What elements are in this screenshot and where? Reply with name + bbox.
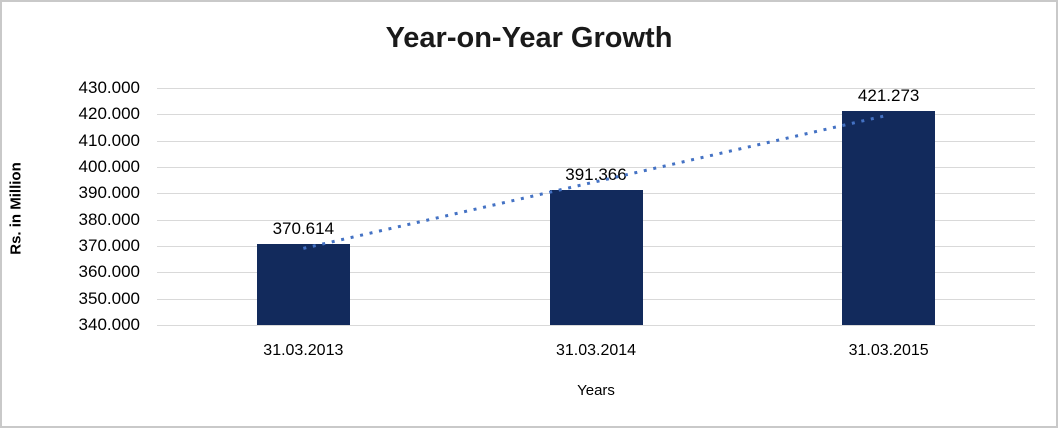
bar-value-label: 391.366 xyxy=(565,164,627,184)
y-tick-label: 420.000 xyxy=(78,104,140,124)
y-tick-label: 340.000 xyxy=(78,315,140,334)
x-tick-label: 31.03.2015 xyxy=(848,342,929,359)
bar-value-label: 370.614 xyxy=(272,219,335,239)
x-axis-labels: 31.03.2013 31.03.2014 31.03.2015 xyxy=(157,342,1035,364)
trendline-path xyxy=(303,113,890,250)
gridline xyxy=(157,88,1035,89)
plot-area: 370.614 391.366 421.273 xyxy=(157,85,1035,326)
x-tick-label: 31.03.2014 xyxy=(555,342,637,359)
chart-title: Year-on-Year Growth xyxy=(385,22,673,54)
bar-31.03.2014 xyxy=(549,189,643,325)
y-tick-label: 430.000 xyxy=(78,78,140,97)
bar-31.03.2013 xyxy=(256,244,350,325)
gridline xyxy=(157,325,1035,326)
y-tick-label: 380.000 xyxy=(78,209,140,229)
x-axis-title: Years xyxy=(577,382,615,399)
y-tick-label: 350.000 xyxy=(78,288,140,308)
gridline xyxy=(157,140,1035,142)
gridline xyxy=(157,167,1035,168)
y-tick-label: 360.000 xyxy=(78,262,140,282)
y-tick-label: 400.000 xyxy=(78,157,140,176)
bar-value-label: 421.273 xyxy=(857,85,920,105)
y-axis-tick-labels: 340.000 350.000 360.000 370.000 380.000 390.0… xyxy=(2,78,148,334)
gridline xyxy=(157,114,1035,116)
trendline xyxy=(303,113,890,250)
y-tick-label: 410.000 xyxy=(78,130,140,150)
y-tick-label: 370.000 xyxy=(78,236,140,255)
y-tick-label: 390.000 xyxy=(78,183,140,203)
x-tick-label: 31.03.2013 xyxy=(263,342,344,359)
bar-31.03.2015 xyxy=(842,110,936,325)
